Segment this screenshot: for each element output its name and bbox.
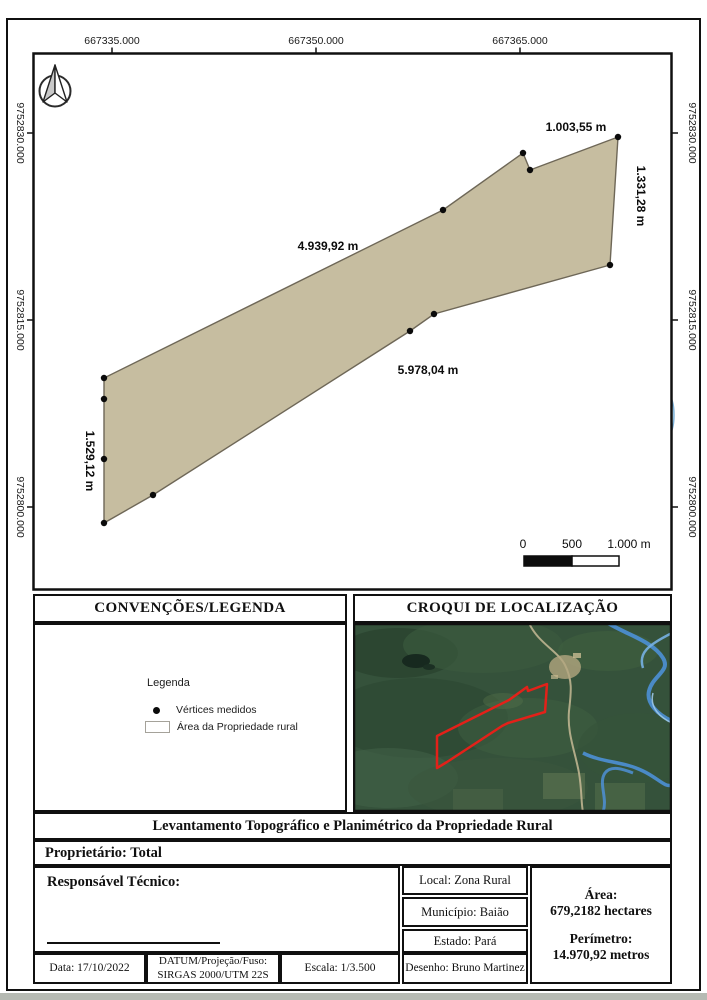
croqui-header-text: CROQUI DE LOCALIZAÇÃO — [406, 600, 619, 616]
legend-header-text: CONVENÇÕES/LEGENDA — [94, 600, 286, 616]
legend-item-vertices: Vértices medidos — [153, 704, 257, 716]
svg-text:9752830.000: 9752830.000 — [686, 102, 698, 163]
river-south — [582, 751, 672, 788]
legend-item-label: Área da Propriedade rural — [177, 721, 298, 733]
svg-text:1.000 m: 1.000 m — [607, 537, 650, 551]
municipio-cell: Município: Baião — [402, 897, 528, 927]
scalebar-white-segment — [571, 555, 620, 567]
owner-row: Proprietário: Total — [33, 840, 672, 866]
svg-text:5.978,04 m: 5.978,04 m — [398, 363, 459, 377]
area-swatch-icon — [145, 721, 170, 733]
scale-bar: 0 500 1.000 m — [520, 537, 651, 567]
svg-text:1.003,55 m: 1.003,55 m — [546, 120, 607, 134]
area-value: 679,2182 hectares — [550, 903, 652, 918]
road — [528, 623, 584, 812]
date-cell: Data: 17/10/2022 — [33, 953, 146, 984]
svg-text:667365.000: 667365.000 — [492, 35, 548, 47]
left-axis: 9752830.000 9752815.000 9752800.000 — [14, 102, 33, 538]
village-clearing — [549, 655, 581, 679]
signature-line — [47, 942, 220, 944]
svg-text:9752830.000: 9752830.000 — [14, 102, 26, 163]
svg-text:9752800.000: 9752800.000 — [686, 476, 698, 537]
sheet-title: Levantamento Topográfico e Planimétrico … — [33, 812, 672, 840]
perimeter-label: Perímetro: — [569, 931, 633, 946]
svg-text:4.939,92 m: 4.939,92 m — [298, 239, 359, 253]
technician-cell: Responsável Técnico: — [33, 866, 400, 953]
local-cell: Local: Zona Rural — [402, 866, 528, 895]
main-map: 667335.000 667350.000 667365.000 9752830.0… — [14, 35, 698, 591]
legend-item-area: Área da Propriedade rural — [145, 721, 298, 733]
vertex-dots — [100, 133, 622, 527]
svg-text:9752815.000: 9752815.000 — [686, 289, 698, 350]
svg-text:1.331,28 m: 1.331,28 m — [634, 166, 648, 227]
page-bottom-edge — [0, 993, 707, 1000]
edge-labels: 1.003,55 m 1.331,28 m 4.939,92 m 5.978,04 m… — [83, 120, 648, 491]
datum-line2: SIRGAS 2000/UTM 22S — [157, 968, 269, 981]
area-label: Área: — [584, 887, 618, 902]
legend-title: Legenda — [147, 677, 190, 689]
perimeter-value: 14.970,92 metros — [552, 947, 650, 962]
scalebar-black-segment — [523, 555, 573, 567]
datum-line1: DATUM/Projeção/Fuso: — [158, 955, 268, 968]
croqui-header: CROQUI DE LOCALIZAÇÃO — [353, 594, 672, 623]
svg-text:667350.000: 667350.000 — [288, 35, 344, 47]
svg-text:500: 500 — [562, 537, 582, 551]
estado-cell: Estado: Pará — [402, 929, 528, 953]
right-axis: 9752830.000 9752815.000 9752800.000 — [672, 102, 698, 538]
legend-panel: Legenda Vértices medidos Área da Proprie… — [33, 623, 347, 812]
author-cell: Desenho: Bruno Martinez — [402, 953, 528, 984]
svg-text:667335.000: 667335.000 — [84, 35, 140, 47]
scalebar-labels: 0 500 1.000 m — [520, 537, 651, 551]
area-perimeter-cell: Área: 679,2182 hectares Perímetro: 14.97… — [530, 866, 672, 984]
scale-cell: Escala: 1/3.500 — [280, 953, 400, 984]
datum-cell: DATUM/Projeção/Fuso: SIRGAS 2000/UTM 22S — [146, 953, 280, 984]
north-arrow-icon — [38, 64, 72, 108]
top-axis: 667335.000 667350.000 667365.000 — [84, 35, 548, 53]
svg-text:9752815.000: 9752815.000 — [14, 289, 26, 350]
vertex-dot-icon — [153, 706, 160, 714]
technician-label: Responsável Técnico: — [47, 874, 181, 890]
svg-text:1.529,12 m: 1.529,12 m — [83, 431, 97, 492]
page-border — [6, 18, 701, 991]
location-satellite-map — [353, 623, 672, 812]
legend-item-label: Vértices medidos — [176, 704, 257, 716]
svg-text:0: 0 — [520, 537, 527, 551]
svg-text:9752800.000: 9752800.000 — [14, 476, 26, 537]
legend-header: CONVENÇÕES/LEGENDA — [33, 594, 347, 623]
croqui-red-polygon — [435, 682, 549, 770]
